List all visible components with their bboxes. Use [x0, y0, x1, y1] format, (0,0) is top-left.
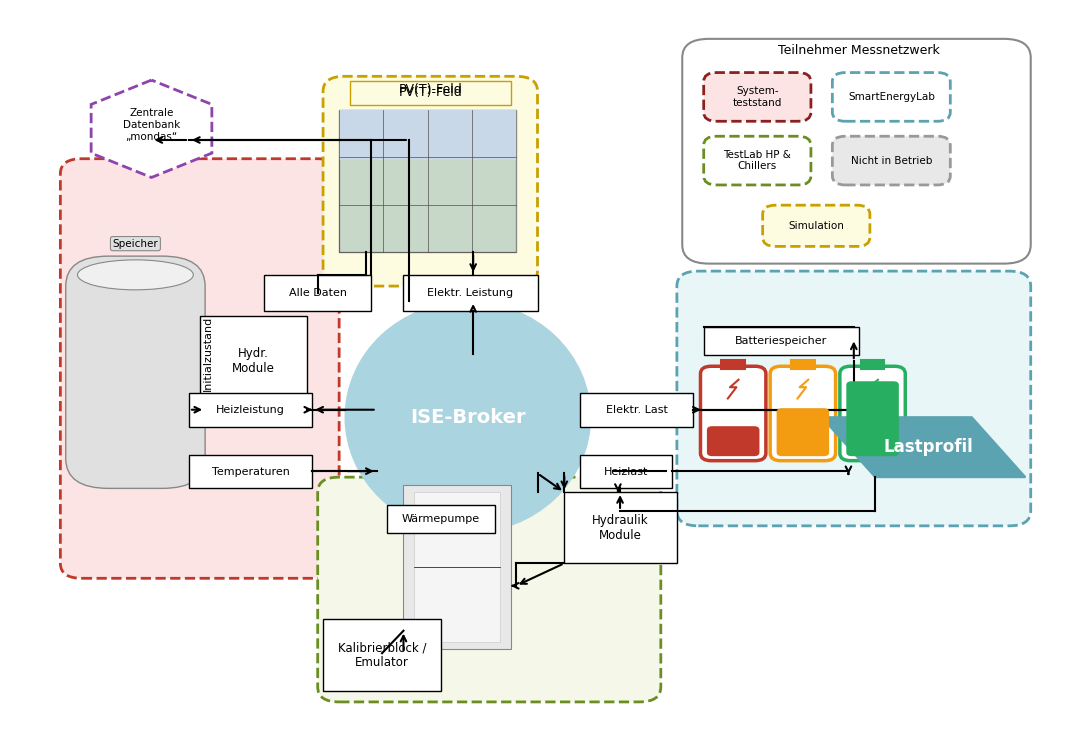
Text: TestLab HP &
Chillers: TestLab HP & Chillers [723, 150, 791, 171]
Text: Teilnehmer Messnetzwerk: Teilnehmer Messnetzwerk [778, 44, 940, 56]
FancyBboxPatch shape [701, 366, 765, 461]
FancyBboxPatch shape [721, 359, 745, 368]
Text: Heizlast: Heizlast [604, 466, 648, 477]
Text: Temperaturen: Temperaturen [212, 466, 289, 477]
FancyBboxPatch shape [349, 80, 511, 105]
Polygon shape [821, 417, 1026, 478]
FancyBboxPatch shape [707, 426, 759, 456]
FancyBboxPatch shape [580, 393, 693, 427]
FancyBboxPatch shape [677, 271, 1031, 526]
Polygon shape [91, 80, 212, 177]
FancyBboxPatch shape [861, 359, 885, 368]
FancyBboxPatch shape [66, 256, 205, 488]
FancyBboxPatch shape [339, 110, 516, 253]
Text: Initialzustand: Initialzustand [203, 316, 213, 391]
Text: PV(T)-Feld: PV(T)-Feld [399, 86, 462, 99]
Text: Batteriespeicher: Batteriespeicher [735, 336, 828, 346]
FancyBboxPatch shape [832, 72, 950, 121]
Text: Lastprofil: Lastprofil [884, 438, 974, 456]
FancyBboxPatch shape [762, 205, 870, 247]
Text: Heizleistung: Heizleistung [216, 405, 285, 415]
Ellipse shape [77, 260, 194, 290]
Text: System-
teststand: System- teststand [733, 86, 782, 108]
Text: Simulation: Simulation [788, 221, 844, 231]
FancyBboxPatch shape [387, 505, 495, 533]
FancyBboxPatch shape [324, 620, 441, 690]
Text: Kalibrierblock /
Emulator: Kalibrierblock / Emulator [338, 641, 427, 669]
Text: Elektr. Leistung: Elektr. Leistung [428, 288, 514, 298]
Text: SmartEnergyLab: SmartEnergyLab [848, 92, 935, 102]
FancyBboxPatch shape [580, 455, 672, 488]
FancyBboxPatch shape [414, 492, 500, 642]
FancyBboxPatch shape [403, 484, 511, 650]
FancyBboxPatch shape [318, 478, 661, 702]
Text: Zentrale
Datenbank
„mondas“: Zentrale Datenbank „mondas“ [123, 108, 181, 141]
Ellipse shape [344, 301, 591, 533]
Text: PV(T)-Feld: PV(T)-Feld [399, 83, 462, 96]
FancyBboxPatch shape [791, 359, 815, 368]
Text: Hydr.
Module: Hydr. Module [232, 347, 275, 375]
FancyBboxPatch shape [264, 274, 371, 311]
FancyBboxPatch shape [200, 316, 307, 406]
FancyBboxPatch shape [189, 455, 313, 488]
FancyBboxPatch shape [403, 274, 538, 311]
Text: Alle Daten: Alle Daten [289, 288, 347, 298]
Text: Wärmepumpe: Wärmepumpe [402, 514, 481, 524]
FancyBboxPatch shape [564, 492, 677, 563]
Text: ISE-Broker: ISE-Broker [410, 408, 526, 426]
FancyBboxPatch shape [704, 136, 811, 185]
FancyBboxPatch shape [189, 393, 313, 427]
FancyBboxPatch shape [704, 72, 811, 121]
FancyBboxPatch shape [776, 408, 829, 456]
Text: Elektr. Last: Elektr. Last [605, 405, 668, 415]
FancyBboxPatch shape [60, 159, 339, 578]
Text: Nicht in Betrieb: Nicht in Betrieb [850, 156, 932, 165]
Text: Hydraulik
Module: Hydraulik Module [592, 514, 649, 541]
FancyBboxPatch shape [339, 110, 516, 160]
FancyBboxPatch shape [704, 326, 859, 355]
Text: Speicher: Speicher [113, 238, 158, 249]
FancyBboxPatch shape [832, 136, 950, 185]
FancyBboxPatch shape [770, 366, 835, 461]
FancyBboxPatch shape [324, 76, 538, 286]
FancyBboxPatch shape [846, 381, 899, 456]
FancyBboxPatch shape [683, 39, 1031, 264]
FancyBboxPatch shape [840, 366, 905, 461]
